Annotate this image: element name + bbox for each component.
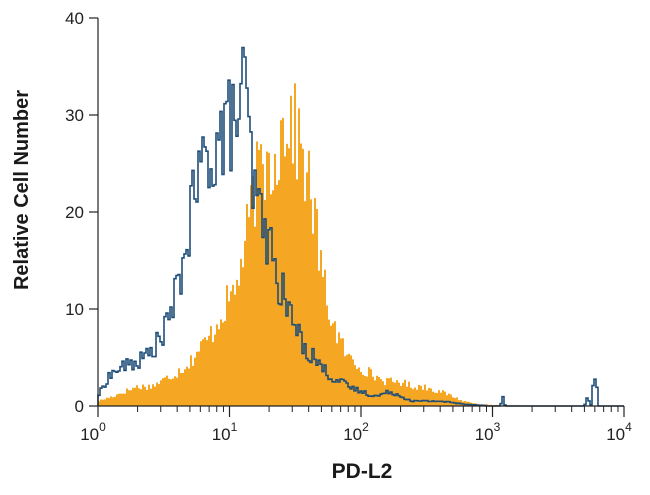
x-axis-title: PD-L2	[332, 460, 393, 483]
y-tick-label: 10	[65, 300, 84, 319]
series-layer	[97, 46, 624, 407]
x-tick-label: 101	[212, 420, 238, 444]
x-ticks: 100 101 102 103 104	[80, 406, 632, 444]
filled-histogram-series	[98, 83, 624, 407]
y-tick-label: 30	[65, 106, 84, 125]
x-tick-label: 103	[475, 420, 501, 444]
y-tick-label: 20	[65, 203, 84, 222]
y-tick-label: 40	[65, 9, 84, 28]
plot-area: 0 10 20 30 40 100 101 102 103 104	[65, 9, 632, 444]
x-tick-label: 100	[80, 420, 106, 444]
y-ticks: 0 10 20 30 40	[65, 9, 98, 416]
x-tick-label: 102	[343, 420, 369, 444]
y-tick-label: 0	[75, 397, 84, 416]
outline-histogram-series	[97, 46, 624, 407]
y-axis-title: Relative Cell Number	[11, 90, 33, 290]
x-tick-label: 104	[606, 420, 632, 444]
